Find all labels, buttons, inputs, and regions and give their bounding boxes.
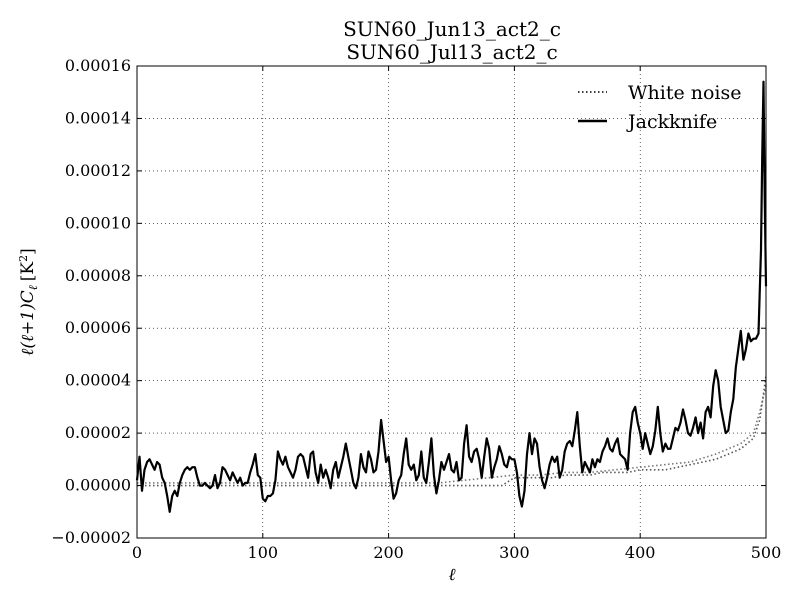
x-axis-label: ℓ bbox=[448, 565, 455, 585]
y-ticks: −0.00002 0.00000 0.00002 0.00004 0.00006 0.00… bbox=[51, 56, 766, 547]
white-noise-line-upper bbox=[137, 385, 767, 484]
legend-white-noise-label: White noise bbox=[628, 82, 742, 104]
y-axis-label: ℓ(ℓ+1)Cℓ [K2] bbox=[17, 248, 40, 355]
x-ticks: 0 100 200 300 400 500 bbox=[132, 66, 781, 562]
y-tick-label: 0.00014 bbox=[65, 108, 131, 127]
white-noise-line bbox=[137, 375, 767, 487]
y-tick-label: 0.00010 bbox=[65, 213, 131, 232]
jackknife-series bbox=[135, 80, 768, 513]
x-tick-label: 100 bbox=[248, 543, 279, 562]
legend-jackknife-label: Jackknife bbox=[626, 111, 717, 133]
grid bbox=[137, 66, 766, 538]
y-axis-label-unit-sup: 2 bbox=[17, 255, 30, 262]
y-tick-label: 0.00000 bbox=[65, 476, 131, 495]
y-axis-label-main: ℓ(ℓ+1)C bbox=[18, 290, 38, 356]
y-tick-label: −0.00002 bbox=[51, 528, 131, 547]
x-tick-label: 300 bbox=[499, 543, 530, 562]
y-tick-label: 0.00006 bbox=[65, 318, 131, 337]
y-tick-label: 0.00016 bbox=[65, 56, 131, 75]
y-axis-label-sub: ℓ bbox=[26, 285, 40, 290]
y-tick-label: 0.00008 bbox=[65, 266, 131, 285]
y-tick-label: 0.00012 bbox=[65, 161, 131, 180]
chart-title-line-2: SUN60_Jul13_act2_c bbox=[346, 40, 557, 64]
y-tick-label: 0.00002 bbox=[65, 423, 131, 442]
y-tick-label: 0.00004 bbox=[65, 371, 131, 390]
y-axis-label-unit: [K bbox=[18, 262, 38, 282]
x-tick-label: 500 bbox=[751, 543, 782, 562]
x-tick-label: 400 bbox=[625, 543, 656, 562]
x-tick-label: 0 bbox=[132, 543, 142, 562]
x-tick-label: 200 bbox=[373, 543, 404, 562]
legend: White noise Jackknife bbox=[578, 82, 742, 133]
jackknife-line bbox=[135, 80, 768, 513]
plot-frame bbox=[136, 65, 767, 539]
white-noise-series bbox=[137, 375, 767, 487]
chart-title-line-1: SUN60_Jun13_act2_c bbox=[343, 17, 561, 41]
y-axis-label-unit-close: ] bbox=[18, 248, 38, 255]
